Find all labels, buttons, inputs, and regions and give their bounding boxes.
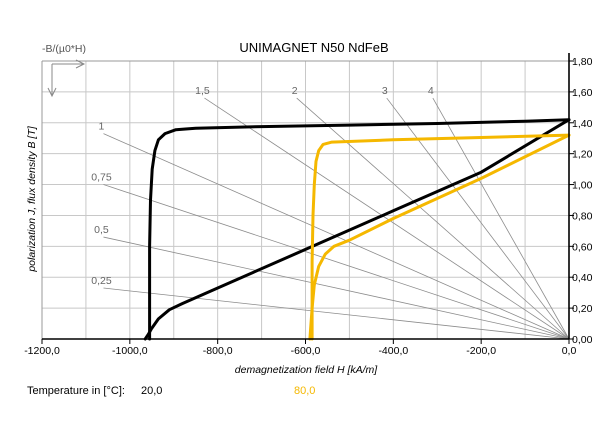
- permeance-label: 1: [99, 121, 105, 133]
- y-tick-label: 0,80: [572, 210, 593, 222]
- series-20,0-B-curve: [143, 118, 571, 341]
- x-tick-label: -400,0: [378, 345, 408, 357]
- permeance-line: [103, 287, 570, 340]
- y-tick-label: 0,00: [572, 334, 593, 346]
- permeance-label: 1,5: [195, 85, 210, 97]
- grid: [42, 61, 569, 339]
- y-tick-label: 1,20: [572, 149, 593, 161]
- series-20,0-J-curve: [148, 118, 571, 341]
- temperature-label: Temperature in [°C]:: [27, 385, 125, 397]
- permeance-line: [103, 184, 570, 340]
- x-tick-label: -600,0: [291, 345, 321, 357]
- series-80,0-B-curve: [308, 133, 571, 341]
- permeance-line: [386, 97, 570, 340]
- y-top-label: -B/(µ0*H): [42, 43, 86, 55]
- permeance-label: 0,25: [91, 275, 112, 287]
- permeance-line: [103, 236, 570, 340]
- y-tick-label: 1,40: [572, 118, 593, 130]
- permeance-line: [204, 97, 570, 340]
- ticks: -1200,0 -1000,0 -800,0 -600,0 -400,0 -200,0 0,…: [24, 56, 592, 357]
- temperature-value-20: 20,0: [141, 385, 163, 397]
- x-tick-label: -1000,0: [112, 345, 148, 357]
- permeance-label: 2: [292, 85, 298, 97]
- permeance-line: [296, 97, 570, 340]
- temperature-value-80: 80,0: [294, 385, 316, 397]
- x-tick-label: -1200,0: [24, 345, 60, 357]
- permeance-label: 0,75: [91, 172, 112, 184]
- permeance-label: 4: [428, 85, 434, 97]
- y-tick-label: 1,80: [572, 56, 593, 68]
- permeance-label: 3: [382, 85, 388, 97]
- x-tick-label: 0,0: [562, 345, 577, 357]
- y-tick-label: 1,00: [572, 180, 593, 192]
- y-tick-label: 0,40: [572, 272, 593, 284]
- series-80,0-J-curve: [310, 133, 571, 341]
- curves: [143, 118, 571, 341]
- x-tick-label: -200,0: [466, 345, 496, 357]
- permeance-lines: 0,25 0,5 0,75 1 1,5 2 3 4: [91, 85, 570, 340]
- y-tick-label: 1,60: [572, 87, 593, 99]
- permeance-label: 0,5: [94, 224, 109, 236]
- y-tick-label: 0,20: [572, 303, 593, 315]
- x-tick-label: -800,0: [203, 345, 233, 357]
- y-axis-label: polarization J, flux density B [T]: [26, 125, 38, 272]
- y-tick-label: 0,60: [572, 241, 593, 253]
- chart-title: UNIMAGNET N50 NdFeB: [239, 40, 388, 55]
- x-axis-label: demagnetization field H [kA/m]: [235, 364, 378, 376]
- axis-direction-icon: [47, 59, 86, 98]
